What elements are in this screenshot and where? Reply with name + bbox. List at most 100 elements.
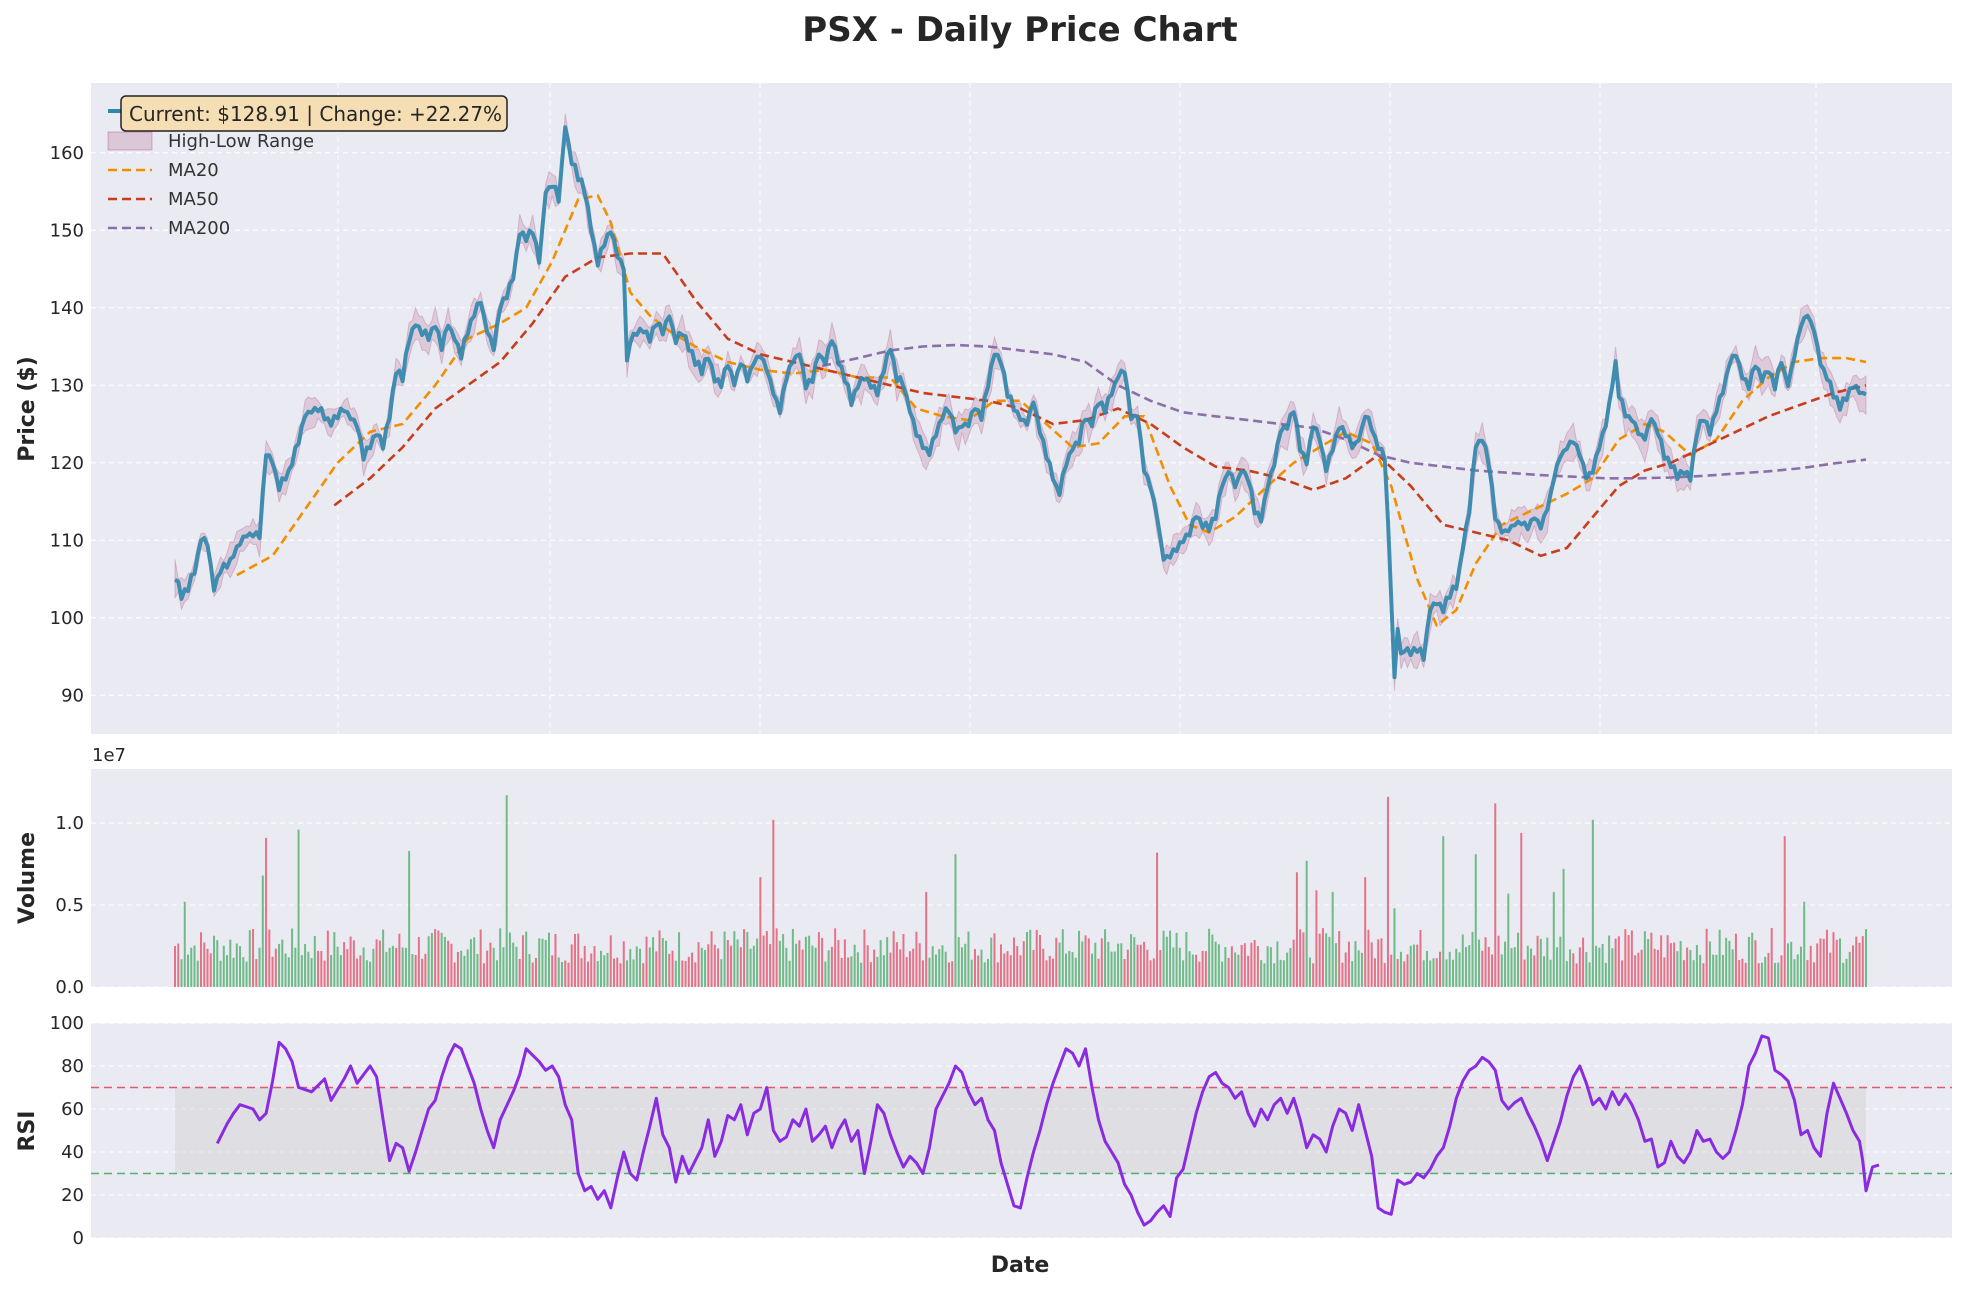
volume-bar bbox=[1227, 957, 1230, 987]
annotation-text: Current: $128.91 | Change: +22.27% bbox=[129, 102, 502, 126]
volume-bar bbox=[1354, 941, 1357, 987]
volume-bar bbox=[1738, 960, 1741, 987]
volume-bar bbox=[417, 937, 420, 987]
volume-bar bbox=[980, 949, 983, 987]
volume-bar bbox=[674, 960, 677, 987]
volume-bar bbox=[1292, 939, 1295, 987]
volume-bar bbox=[593, 946, 596, 987]
volume-bar bbox=[1136, 944, 1139, 987]
volume-bar bbox=[733, 931, 736, 987]
volume-bar bbox=[1832, 932, 1835, 987]
volume-bar bbox=[1611, 948, 1614, 987]
volume-bar bbox=[661, 938, 664, 987]
volume-bar bbox=[1243, 943, 1246, 987]
volume-bar bbox=[1198, 961, 1201, 987]
volume-bar bbox=[866, 945, 869, 987]
volume-bar bbox=[1156, 852, 1159, 987]
volume-bar bbox=[469, 939, 472, 987]
volume-bar bbox=[1422, 960, 1425, 987]
volume-bar bbox=[1172, 947, 1175, 987]
volume-bar bbox=[603, 955, 606, 987]
volume-bar bbox=[1052, 958, 1055, 987]
volume-bar bbox=[860, 962, 863, 987]
rsi-y-tick-label: 60 bbox=[61, 1099, 84, 1120]
volume-bar bbox=[765, 931, 768, 987]
volume-bar bbox=[1461, 934, 1464, 987]
volume-bar bbox=[1627, 935, 1630, 987]
volume-bar bbox=[1484, 937, 1487, 987]
volume-bar bbox=[782, 934, 785, 987]
volume-bar bbox=[1643, 931, 1646, 987]
volume-bar bbox=[1598, 947, 1601, 987]
volume-bar bbox=[1653, 948, 1656, 987]
volume-bar bbox=[521, 935, 524, 987]
volume-bar bbox=[1295, 872, 1298, 987]
volume-bar bbox=[918, 943, 921, 987]
volume-bar bbox=[778, 940, 781, 987]
volume-bar bbox=[1705, 928, 1708, 987]
volume-bar bbox=[723, 931, 726, 987]
volume-bar bbox=[580, 958, 583, 987]
volume-bar bbox=[1201, 950, 1204, 987]
volume-bar bbox=[785, 947, 788, 987]
volume-bar bbox=[1104, 929, 1107, 987]
volume-bar bbox=[1364, 877, 1367, 987]
volume-bar bbox=[235, 943, 238, 987]
volume-bar bbox=[1071, 952, 1074, 987]
rsi-y-label: RSI bbox=[15, 1111, 40, 1152]
volume-bar bbox=[873, 949, 876, 987]
volume-bar bbox=[908, 951, 911, 987]
volume-bar bbox=[1191, 954, 1194, 987]
volume-bar bbox=[1630, 930, 1633, 987]
volume-bar bbox=[1289, 948, 1292, 987]
volume-bar bbox=[1149, 960, 1152, 987]
volume-bar bbox=[1068, 950, 1071, 987]
volume-bar bbox=[652, 937, 655, 987]
volume-bar bbox=[1806, 960, 1809, 987]
volume-bar bbox=[1760, 962, 1763, 987]
volume-bar bbox=[577, 933, 580, 987]
volume-bar bbox=[1474, 854, 1477, 987]
volume-bar bbox=[242, 957, 245, 987]
volume-bar bbox=[1383, 962, 1386, 987]
volume-bar bbox=[310, 957, 313, 987]
volume-bar bbox=[375, 939, 378, 987]
volume-bar bbox=[463, 955, 466, 987]
volume-bar bbox=[1081, 941, 1084, 987]
volume-bar bbox=[1065, 953, 1068, 987]
volume-bar bbox=[1530, 948, 1533, 987]
volume-bar bbox=[1009, 955, 1012, 987]
volume-bar bbox=[304, 944, 307, 987]
volume-bar bbox=[1078, 930, 1081, 987]
volume-bar bbox=[1855, 936, 1858, 987]
volume-bar bbox=[1039, 934, 1042, 987]
volume-bar bbox=[882, 955, 885, 987]
volume-bar bbox=[1455, 948, 1458, 987]
volume-bar bbox=[957, 937, 960, 987]
volume-bar bbox=[570, 944, 573, 987]
volume-bar bbox=[408, 850, 411, 987]
volume-bar bbox=[1510, 948, 1513, 987]
volume-bar bbox=[336, 946, 339, 987]
volume-bar bbox=[1012, 937, 1015, 987]
price-y-tick-label: 110 bbox=[50, 530, 84, 551]
volume-bar bbox=[941, 945, 944, 987]
volume-bar bbox=[1669, 943, 1672, 987]
volume-bar bbox=[1253, 939, 1256, 987]
volume-bar bbox=[1838, 938, 1841, 987]
volume-bar bbox=[583, 945, 586, 987]
volume-bar bbox=[1240, 944, 1243, 987]
volume-bar bbox=[762, 935, 765, 987]
volume-bar bbox=[1569, 949, 1572, 987]
rsi-line bbox=[215, 1034, 1880, 1227]
volume-bar bbox=[622, 941, 625, 987]
legend-label: High-Low Range bbox=[168, 131, 314, 152]
volume-bar bbox=[226, 955, 229, 987]
volume-bar bbox=[1334, 943, 1337, 987]
volume-bar bbox=[460, 950, 463, 987]
volume-bar bbox=[362, 947, 365, 987]
volume-bar bbox=[1816, 943, 1819, 987]
volume-bar bbox=[557, 957, 560, 987]
volume-bar bbox=[1679, 941, 1682, 987]
volume-bar bbox=[1686, 947, 1689, 987]
